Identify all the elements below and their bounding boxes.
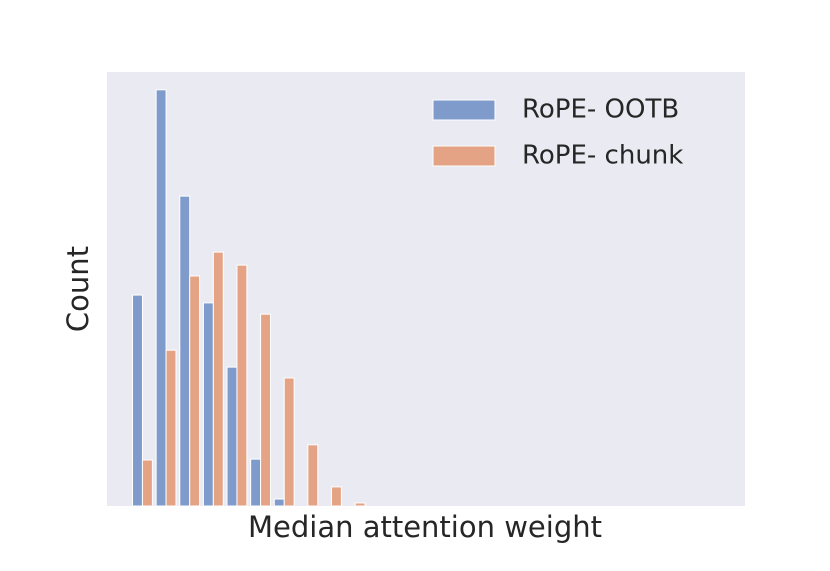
bar [155,89,167,507]
bar [354,502,366,507]
bar [250,458,262,507]
legend-label: RoPE- OOTB [522,95,679,125]
bar [273,498,285,507]
bar [307,444,319,507]
bar [212,251,224,507]
bar [189,275,201,507]
bar [330,486,342,507]
bar [236,264,248,507]
bar [260,313,272,507]
bar [141,459,153,507]
bar [283,377,295,507]
legend-label: RoPE- chunk [522,141,683,171]
plot-area [107,72,745,506]
bar [165,349,177,507]
legend-swatch [432,99,496,121]
x-axis-label: Median attention weight [248,510,602,544]
bar [202,302,214,507]
bar [179,195,191,507]
bar [226,366,238,507]
y-axis-label: Count [61,246,95,332]
legend-swatch [432,145,496,167]
bar [132,294,143,507]
